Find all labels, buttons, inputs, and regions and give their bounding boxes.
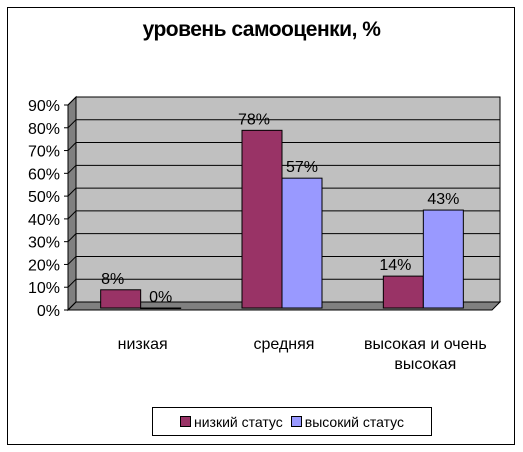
gridline <box>67 164 500 174</box>
gridline <box>67 187 500 197</box>
data-label: 8% <box>101 271 124 288</box>
y-tick-label: 0% <box>37 303 60 320</box>
bar <box>140 307 182 309</box>
bar <box>241 129 283 309</box>
y-tick-label: 40% <box>28 212 60 229</box>
legend: низкий статус высокий статус <box>152 407 432 436</box>
gridline <box>67 210 500 220</box>
gridline <box>67 233 500 243</box>
gridline <box>67 278 500 288</box>
legend-item-high-status: высокий статус <box>290 413 405 430</box>
chart-title: уровень самооценки, % <box>142 18 381 41</box>
x-category-label: средняя <box>254 336 315 353</box>
y-tick-label: 20% <box>28 257 60 274</box>
gridline <box>67 119 500 129</box>
legend-swatch-high-status <box>290 416 302 427</box>
bar <box>422 209 464 309</box>
x-category-label: высокая и очень <box>364 336 487 353</box>
bar <box>382 275 424 309</box>
y-tick-label: 30% <box>28 235 60 252</box>
y-tick-label: 10% <box>28 280 60 297</box>
data-label: 0% <box>149 289 172 306</box>
x-category-label: низкая <box>118 336 168 353</box>
gridline <box>67 301 500 311</box>
data-label: 57% <box>286 159 318 176</box>
legend-label-high-status: высокий статус <box>304 413 405 430</box>
bar <box>100 289 142 309</box>
y-tick-label: 50% <box>28 189 60 206</box>
data-label: 14% <box>379 257 411 274</box>
plot-side-wall <box>67 95 77 312</box>
data-label: 78% <box>238 111 270 128</box>
y-tick-label: 70% <box>28 144 60 161</box>
legend-item-low-status: низкий статус <box>179 413 283 430</box>
gridline <box>67 96 500 106</box>
legend-swatch-low-status <box>179 416 191 427</box>
gridline <box>67 142 500 151</box>
legend-label-low-status: низкий статус <box>193 413 283 430</box>
y-tick-label: 80% <box>28 121 60 138</box>
data-label: 43% <box>427 191 459 208</box>
y-tick-label: 90% <box>28 98 60 115</box>
x-category-label: высокая <box>394 356 456 373</box>
y-tick-label: 60% <box>28 166 60 183</box>
gridline <box>67 255 500 265</box>
bar <box>281 177 323 309</box>
